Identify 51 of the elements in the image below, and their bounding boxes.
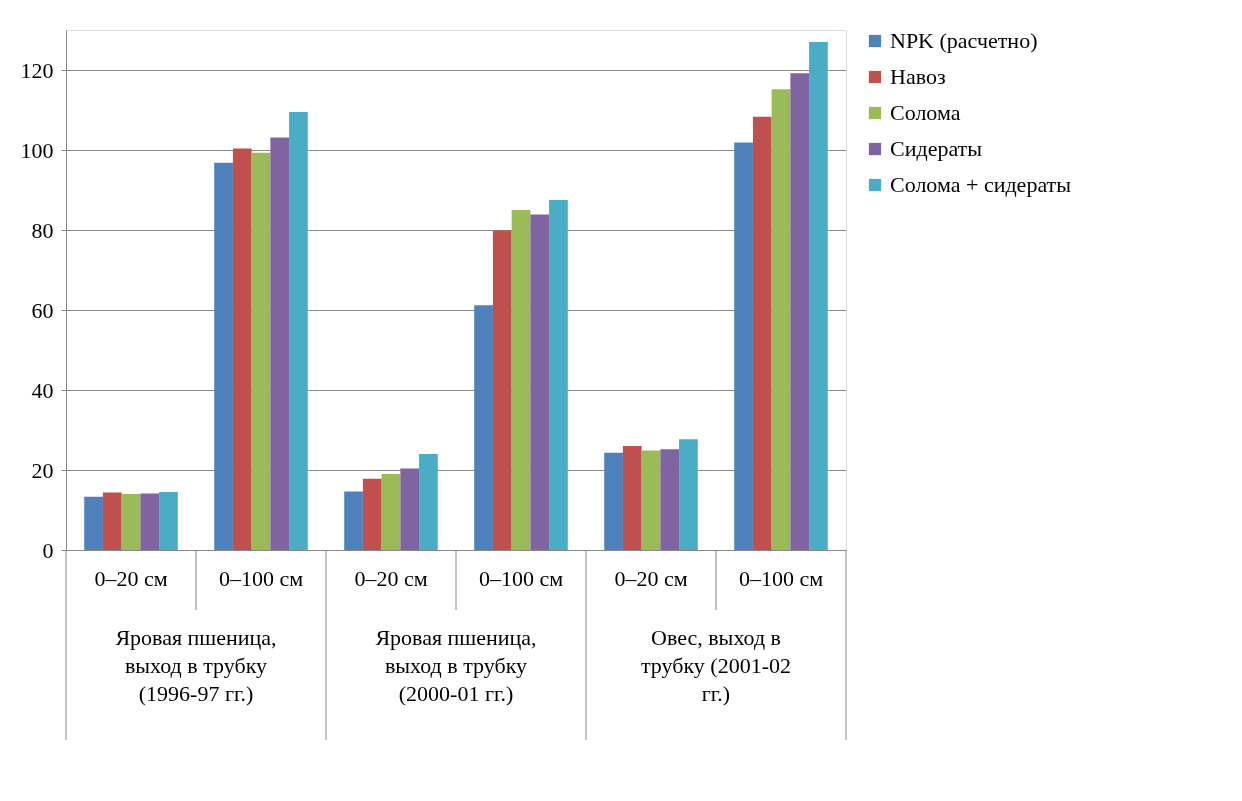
bar bbox=[771, 89, 791, 550]
bar bbox=[400, 468, 420, 550]
bar bbox=[752, 116, 772, 550]
x-tick-label: 0–20 см bbox=[614, 565, 688, 591]
y-tick-label: 40 bbox=[31, 377, 54, 403]
text: Яровая пшеница, выход в трубку (1996-97 гг.) bbox=[115, 625, 277, 706]
y-tick-label: 0 bbox=[42, 537, 54, 563]
bar bbox=[604, 452, 623, 550]
legend-label: Навоз bbox=[890, 64, 946, 89]
text: Яровая пшеница, выход в трубку (2000-01 гг.) bbox=[375, 625, 537, 706]
bar bbox=[381, 474, 401, 550]
bar bbox=[790, 73, 810, 550]
bar bbox=[270, 137, 290, 550]
bar bbox=[121, 494, 141, 550]
y-tick-label: 20 bbox=[31, 457, 54, 483]
bar bbox=[419, 454, 438, 550]
text: Овес, выход в трубку (2001-02 гг.) bbox=[640, 625, 792, 706]
bar bbox=[232, 148, 252, 550]
bar bbox=[549, 200, 568, 550]
bar bbox=[289, 112, 308, 550]
x-tick-label: 0–20 см bbox=[94, 565, 168, 591]
x-tick-label: 0–100 см bbox=[478, 565, 564, 591]
bar bbox=[140, 493, 160, 550]
legend-label: NPK (расчетно) bbox=[890, 28, 1038, 53]
bar bbox=[159, 492, 178, 550]
bar bbox=[474, 305, 493, 550]
bar bbox=[344, 491, 363, 550]
bar bbox=[660, 449, 680, 550]
bar bbox=[84, 496, 103, 550]
y-tick-label: 60 bbox=[31, 297, 54, 323]
x-tick-label: 0–20 см bbox=[354, 565, 428, 591]
bar bbox=[530, 214, 550, 550]
bar bbox=[492, 230, 512, 550]
bar bbox=[511, 210, 531, 550]
bar bbox=[734, 142, 753, 550]
bar bbox=[102, 492, 122, 550]
legend-label: Солома + сидераты bbox=[890, 172, 1072, 197]
legend-label: Солома bbox=[890, 100, 961, 125]
y-tick-label: 100 bbox=[20, 137, 54, 163]
bar bbox=[622, 446, 642, 550]
y-tick-label: 80 bbox=[31, 217, 54, 243]
y-tick-label: 120 bbox=[20, 57, 54, 83]
bar bbox=[214, 162, 233, 550]
x-tick-label: 0–100 см bbox=[738, 565, 824, 591]
bar bbox=[251, 152, 271, 550]
legend-label: Сидераты bbox=[890, 136, 983, 161]
bar bbox=[362, 478, 382, 550]
x-tick-label: 0–100 см bbox=[218, 565, 304, 591]
bar bbox=[809, 42, 828, 550]
bar bbox=[641, 450, 661, 550]
bar bbox=[679, 439, 698, 550]
